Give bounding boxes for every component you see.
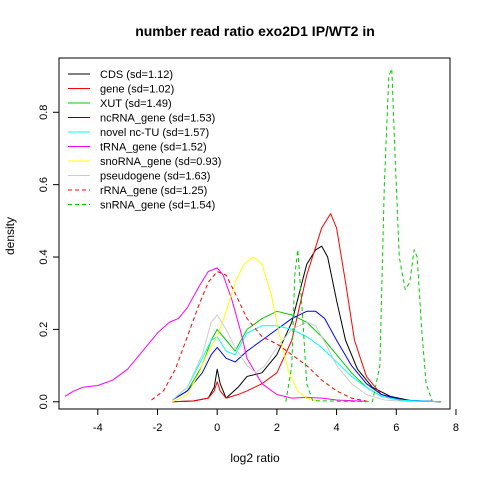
y-tick-label: 0.4	[38, 249, 50, 264]
y-tick-label: 0.6	[38, 177, 50, 192]
legend-label-8: rRNA_gene (sd=1.25)	[100, 185, 207, 197]
chart-title: number read ratio exo2D1 IP/WT2 in	[135, 23, 375, 39]
series-line-3	[172, 310, 442, 403]
series-line-5	[64, 267, 367, 402]
y-tick-label: 0.0	[38, 394, 50, 409]
series-line-8	[151, 270, 367, 402]
series-line-0	[172, 245, 442, 403]
x-tick-label: 4	[334, 422, 340, 434]
legend-label-5: tRNA_gene (sd=1.52)	[100, 142, 207, 154]
x-tick-label: -2	[153, 422, 163, 434]
x-tick-label: 8	[453, 422, 459, 434]
plot-area	[58, 57, 451, 410]
legend-label-3: ncRNA_gene (sd=1.53)	[100, 113, 215, 125]
legend-label-2: XUT (sd=1.49)	[100, 98, 172, 110]
series-line-4	[172, 325, 442, 403]
series-line-1	[172, 213, 442, 403]
legend-label-0: CDS (sd=1.12)	[100, 69, 173, 81]
legend-label-1: gene (sd=1.02)	[100, 84, 174, 96]
plot-frame	[58, 57, 451, 410]
legend-label-7: pseudogene (sd=1.63)	[100, 171, 210, 183]
series-line-2	[172, 310, 442, 403]
x-tick-label: 2	[274, 422, 280, 434]
y-tick-label: 0.2	[38, 322, 50, 337]
x-tick-label: 6	[393, 422, 399, 434]
legend-label-9: snRNA_gene (sd=1.54)	[100, 200, 215, 212]
x-tick-label: -4	[93, 422, 103, 434]
x-axis: -4 -2 0 2 4 6 8	[93, 409, 459, 434]
x-axis-label: log2 ratio	[230, 451, 280, 465]
series-line-9	[285, 68, 433, 403]
y-axis-label: density	[3, 217, 17, 255]
series-line-6	[172, 256, 322, 403]
legend-label-4: novel nc-TU (sd=1.57)	[100, 127, 209, 139]
legend-label-6: snoRNA_gene (sd=0.93)	[100, 156, 221, 168]
series-line-7	[172, 314, 412, 403]
y-tick-label: 0.8	[38, 105, 50, 120]
y-axis: 0.0 0.2 0.4 0.6 0.8	[38, 105, 59, 409]
legend: CDS (sd=1.12) gene (sd=1.02) XUT (sd=1.49)…	[68, 69, 221, 212]
x-tick-label: 0	[214, 422, 220, 434]
